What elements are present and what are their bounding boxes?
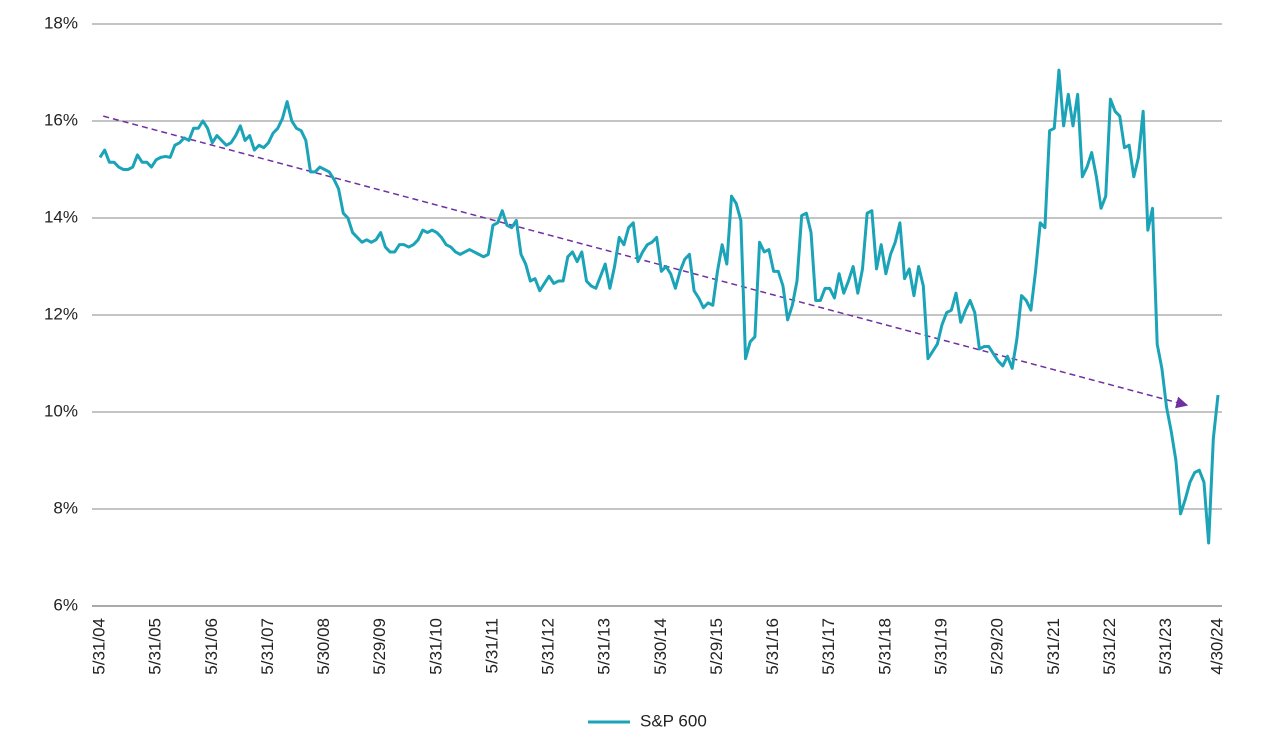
x-tick-label: 5/29/15 xyxy=(707,618,726,675)
y-tick-label: 12% xyxy=(44,304,78,323)
x-tick-label: 5/31/07 xyxy=(258,618,277,675)
y-tick-label: 8% xyxy=(53,498,78,517)
x-tick-label: 5/29/09 xyxy=(370,618,389,675)
x-tick-label: 5/31/12 xyxy=(539,618,558,675)
y-tick-label: 6% xyxy=(53,595,78,614)
x-tick-label: 5/31/05 xyxy=(146,618,165,675)
x-tick-label: 5/31/06 xyxy=(202,618,221,675)
legend-label: S&P 600 xyxy=(640,711,707,730)
y-tick-label: 18% xyxy=(44,13,78,32)
x-tick-label: 5/31/22 xyxy=(1100,618,1119,675)
x-tick-label: 5/31/16 xyxy=(763,618,782,675)
x-tick-label: 5/31/10 xyxy=(426,618,445,675)
x-tick-label: 5/31/17 xyxy=(819,618,838,675)
x-tick-label: 5/31/18 xyxy=(875,618,894,675)
x-tick-label: 5/31/19 xyxy=(931,618,950,675)
x-tick-label: 5/31/11 xyxy=(482,618,501,673)
x-tick-label: 5/31/13 xyxy=(595,618,614,675)
x-tick-label: 5/30/08 xyxy=(314,618,333,675)
y-tick-label: 10% xyxy=(44,401,78,420)
x-tick-label: 5/31/23 xyxy=(1156,618,1175,675)
y-tick-label: 14% xyxy=(44,207,78,226)
x-tick-label: 5/29/20 xyxy=(988,618,1007,675)
x-tick-label: 4/30/24 xyxy=(1207,618,1226,675)
x-tick-label: 5/31/21 xyxy=(1044,618,1063,675)
x-tick-label: 5/31/04 xyxy=(89,618,108,675)
x-tick-label: 5/30/14 xyxy=(651,618,670,675)
trend-line xyxy=(103,115,1189,409)
series-line xyxy=(98,68,1220,545)
y-tick-label: 16% xyxy=(44,110,78,129)
